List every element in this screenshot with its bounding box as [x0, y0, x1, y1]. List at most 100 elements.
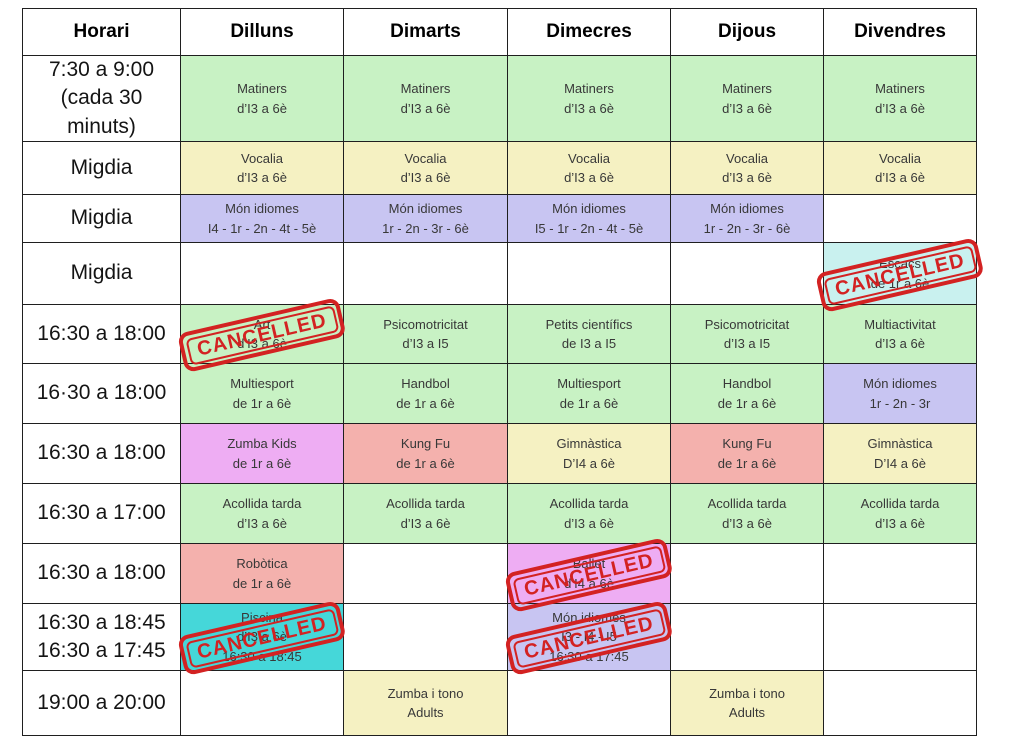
activity-line: Gimnàstica — [556, 436, 622, 452]
activity-line: d’I3 a 6è — [875, 170, 925, 186]
activity-line: d’I3 a 6è — [237, 100, 287, 116]
activity-text: Món idiomes I5 - 1r - 2n - 4t - 5è — [508, 199, 670, 238]
activity-line: d’I3 a 6è — [564, 515, 614, 531]
activity-line: I3 - I4 - I5 — [561, 629, 617, 645]
activity-cell: Matiners d’I3 a 6è — [823, 54, 977, 143]
time-cell: 16:30 a 18:00 — [22, 304, 181, 365]
activity-text: Vocalia d’I3 a 6è — [508, 149, 670, 188]
activity-cell: Acollida tarda d’I3 a 6è — [507, 483, 671, 545]
activity-text: Multiactivitat d’I3 a 6è — [824, 315, 976, 354]
empty-cell — [670, 603, 824, 672]
activity-line: 16:30 a 17:45 — [549, 648, 629, 664]
empty-cell — [670, 242, 824, 306]
schedule-row: 16·30 a 18:00 Multiesport de 1r a 6è Handbo… — [22, 363, 977, 425]
activity-line: Món idiomes — [388, 201, 463, 217]
activity-cell: Matiners d’I3 a 6è — [507, 54, 671, 143]
activity-text: Món idiomes I3 - I4 - I5 16:30 a 17:45 — [508, 608, 670, 667]
activity-text: Matiners d’I3 a 6è — [344, 79, 507, 118]
activity-text: Món idiomes 1r - 2n - 3r - 6è — [344, 199, 507, 238]
activity-text: Món idiomes 1r - 2n - 3r — [824, 374, 976, 413]
activity-cell: Vocalia d’I3 a 6è — [670, 141, 824, 196]
activity-line: Acollida tarda — [860, 496, 940, 512]
activity-line: Handbol — [722, 376, 772, 392]
activity-cell: Multiesport de 1r a 6è — [180, 363, 344, 425]
activity-cell: Handbol de 1r a 6è — [343, 363, 508, 425]
activity-line: Adults — [407, 705, 444, 721]
activity-cell: Piscina d’I3 a 6è 16:30 a 18:45 CANCELLED — [176, 600, 348, 677]
header-cell-0: Horari — [22, 8, 181, 56]
time-cell: 7:30 a 9:00 (cada 30 minuts) — [22, 54, 181, 143]
activity-line: d’I3 a 6è — [722, 515, 772, 531]
activity-line: d’I3 a 6è — [875, 100, 925, 116]
activity-cell: Vocalia d’I3 a 6è — [343, 141, 508, 196]
activity-text: Acollida tarda d’I3 a 6è — [181, 494, 343, 533]
activity-line: de 1r a 6è — [396, 395, 455, 411]
activity-cell: Acollida tarda d’I3 a 6è — [343, 483, 508, 545]
empty-cell — [180, 242, 344, 306]
activity-cell: Petits científics de I3 a I5 — [507, 304, 671, 365]
activity-line: Vocalia — [568, 150, 610, 166]
activity-line: Multiesport — [230, 376, 294, 392]
activity-cell: Multiesport de 1r a 6è — [507, 363, 671, 425]
activity-text: Acollida tarda d’I3 a 6è — [508, 494, 670, 533]
header-cell-2: Dimarts — [343, 8, 508, 56]
activity-line: Món idiomes — [225, 201, 299, 217]
empty-cell — [823, 543, 977, 605]
activity-line: d’I3 a 6è — [564, 100, 614, 116]
empty-cell — [343, 603, 508, 672]
activity-line: Acollida tarda — [222, 496, 302, 512]
activity-line: de 1r a 6è — [232, 575, 292, 591]
activity-cell: Kung Fu de 1r a 6è — [343, 423, 508, 485]
activity-text: Psicomotricitat d’I3 a I5 — [344, 315, 507, 354]
activity-text: Zumba i tono Adults — [344, 684, 507, 723]
time-cell: 16:30 a 17:00 — [22, 483, 181, 545]
activity-line: Món idiomes — [863, 376, 937, 392]
activity-line: 1r - 2n - 3r - 6è — [703, 220, 791, 236]
activity-text: Matiners d’I3 a 6è — [181, 79, 343, 118]
activity-line: d’I3 a I5 — [723, 336, 771, 352]
activity-text: Zumba i tono Adults — [671, 684, 823, 723]
header-cell-5: Divendres — [823, 8, 977, 56]
activity-line: Vocalia — [879, 150, 921, 166]
activity-line: Escacs — [879, 256, 921, 272]
activity-line: Kung Fu — [722, 436, 772, 452]
activity-text: Món idiomes I4 - 1r - 2n - 4t - 5è — [181, 199, 343, 238]
activity-line: d’I3 a 6è — [400, 100, 451, 116]
activity-line: I5 - 1r - 2n - 4t - 5è — [534, 220, 644, 236]
activity-line: de 1r a 6è — [232, 395, 292, 411]
schedule-body: 7:30 a 9:00 (cada 30 minuts) Matiners d’I3… — [22, 54, 986, 736]
empty-cell — [823, 670, 977, 736]
schedule-row: Migdia Escacs de 1r a 6è CANCELLED — [22, 236, 986, 313]
empty-cell — [507, 670, 671, 736]
activity-line: Zumba Kids — [227, 436, 297, 452]
activity-line: Matiners — [875, 81, 925, 97]
schedule-row: Migdia Món idiomes I4 - 1r - 2n - 4t - 5è M… — [22, 194, 977, 244]
schedule-row: Migdia Vocalia d’I3 a 6è Vocalia d’I3 a 6è Vo… — [22, 141, 977, 196]
activity-line: Kung Fu — [400, 436, 451, 452]
header-cell-1: Dilluns — [180, 8, 344, 56]
activity-cell: Món idiomes I5 - 1r - 2n - 4t - 5è — [507, 194, 671, 244]
time-cell: Migdia — [22, 141, 181, 196]
activity-text: Piscina d’I3 a 6è 16:30 a 18:45 — [181, 608, 343, 667]
activity-line: d’I3 a 6è — [237, 515, 287, 531]
activity-cell: Robòtica de 1r a 6è — [180, 543, 344, 605]
activity-text: Acollida tarda d’I3 a 6è — [824, 494, 976, 533]
activity-line: d’I3 a 6è — [564, 170, 614, 186]
activity-text: Ballet d’I4 a 6è — [508, 554, 670, 593]
activity-line: de 1r a 6è — [396, 455, 455, 471]
time-cell: 16:30 a 18:00 — [22, 543, 181, 605]
activity-cell: Vocalia d’I3 a 6è — [823, 141, 977, 196]
activity-line: d’I3 a 6è — [237, 336, 287, 352]
activity-line: Matiners — [237, 81, 287, 97]
time-cell: Migdia — [22, 242, 181, 306]
activity-cell: Món idiomes 1r - 2n - 3r - 6è — [670, 194, 824, 244]
activity-line: d’I3 a 6è — [400, 515, 451, 531]
activity-line: Multiactivitat — [864, 316, 936, 332]
activity-line: d’I3 a 6è — [875, 336, 925, 352]
activity-cell: Gimnàstica D’I4 a 6è — [823, 423, 977, 485]
activity-line: Handbol — [401, 376, 450, 392]
activity-cell: Zumba i tono Adults — [670, 670, 824, 736]
activity-text: Matiners d’I3 a 6è — [671, 79, 823, 118]
activity-cell: Món idiomes I3 - I4 - I5 16:30 a 17:45 CANC… — [503, 600, 675, 677]
activity-cell: Multiactivitat d’I3 a 6è — [823, 304, 977, 365]
